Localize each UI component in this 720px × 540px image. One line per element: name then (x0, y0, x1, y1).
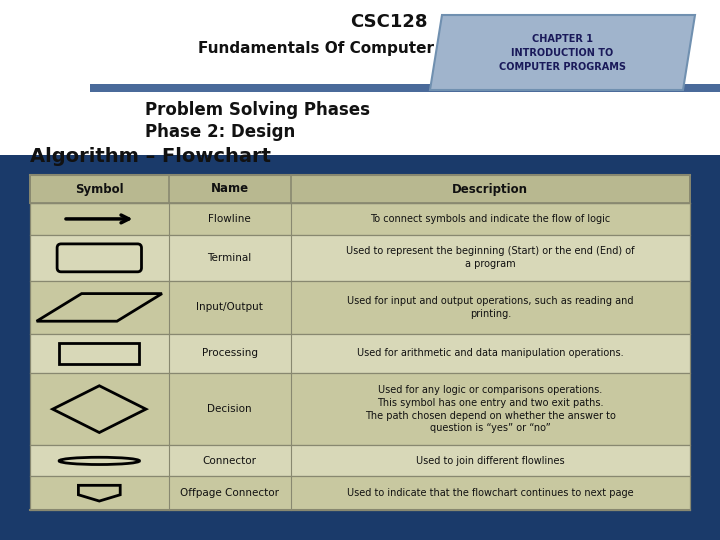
Polygon shape (37, 294, 162, 321)
Polygon shape (78, 485, 120, 501)
Text: CHAPTER 1
INTRODUCTION TO
COMPUTER PROGRAMS: CHAPTER 1 INTRODUCTION TO COMPUTER PROGR… (499, 33, 626, 71)
Text: Connector: Connector (202, 456, 256, 466)
Bar (30, 235, 690, 281)
Text: Decision: Decision (207, 404, 252, 414)
Text: Flowline: Flowline (208, 214, 251, 224)
Text: Input/Output: Input/Output (197, 302, 263, 313)
Text: Used to represent the beginning (Start) or the end (End) of
a program: Used to represent the beginning (Start) … (346, 246, 634, 269)
Text: Used to indicate that the flowchart continues to next page: Used to indicate that the flowchart cont… (347, 488, 634, 498)
Text: Fundamentals Of Computer Problem Solving: Fundamentals Of Computer Problem Solving (198, 40, 580, 56)
Text: Name: Name (210, 183, 248, 195)
Bar (30, 281, 690, 334)
Bar (30, 476, 690, 510)
Text: Problem Solving Phases: Problem Solving Phases (145, 101, 370, 119)
Text: Description: Description (452, 183, 528, 195)
Ellipse shape (59, 457, 140, 464)
Bar (30, 334, 690, 373)
Text: CSC128: CSC128 (350, 13, 428, 31)
Text: Terminal: Terminal (207, 253, 252, 263)
Bar (30, 175, 690, 203)
Bar (30, 446, 690, 476)
FancyBboxPatch shape (57, 244, 142, 272)
Text: Phase 2: Design: Phase 2: Design (145, 123, 295, 141)
Text: Symbol: Symbol (75, 183, 124, 195)
Bar (30, 203, 690, 235)
Bar (90, 84, 720, 92)
Text: Used for arithmetic and data manipulation operations.: Used for arithmetic and data manipulatio… (357, 348, 624, 359)
Polygon shape (430, 15, 695, 90)
Bar (59, 343, 140, 363)
Bar (0, 90, 720, 155)
Text: Used for any logic or comparisons operations.
This symbol has one entry and two : Used for any logic or comparisons operat… (365, 385, 616, 433)
Text: To connect symbols and indicate the flow of logic: To connect symbols and indicate the flow… (370, 214, 611, 224)
Polygon shape (53, 386, 146, 433)
Bar (0, 0, 720, 155)
Text: Used to join different flowlines: Used to join different flowlines (416, 456, 564, 466)
Text: Processing: Processing (202, 348, 258, 359)
Text: Offpage Connector: Offpage Connector (180, 488, 279, 498)
Bar (30, 373, 690, 446)
Text: Algorithm – Flowchart: Algorithm – Flowchart (30, 147, 271, 166)
Text: Used for input and output operations, such as reading and
printing.: Used for input and output operations, su… (347, 296, 634, 319)
